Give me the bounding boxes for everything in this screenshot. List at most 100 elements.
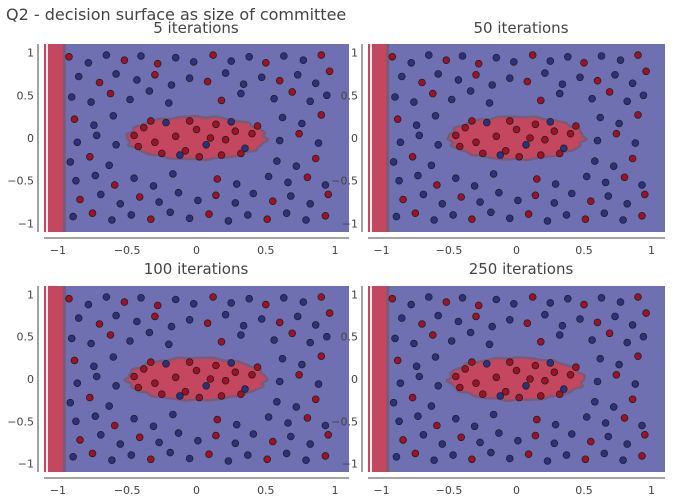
scatter-point bbox=[638, 452, 646, 460]
scatter-points bbox=[65, 293, 334, 465]
scatter-point bbox=[597, 52, 606, 60]
scatter-point bbox=[133, 76, 141, 84]
scatter-point bbox=[239, 321, 248, 330]
figure-title: Q2 - decision surface as size of committ… bbox=[6, 5, 346, 24]
scatter-point bbox=[586, 197, 595, 206]
scatter-point bbox=[311, 395, 320, 404]
scatter-point bbox=[185, 117, 194, 125]
subplot-title: 5 iterations bbox=[153, 19, 239, 37]
scatter-point bbox=[102, 51, 111, 59]
scatter-point bbox=[102, 293, 111, 301]
scatter-point bbox=[74, 314, 83, 322]
scatter-point bbox=[615, 119, 623, 128]
scatter-point bbox=[415, 131, 424, 140]
scatter-point bbox=[286, 192, 295, 200]
scatter-point bbox=[166, 448, 175, 457]
scatter-point bbox=[389, 158, 398, 166]
x-tick-label: 1 bbox=[648, 484, 655, 497]
scatter-point bbox=[407, 300, 416, 309]
scatter-point bbox=[206, 134, 215, 142]
scatter-point bbox=[87, 98, 95, 106]
scatter-point bbox=[217, 96, 226, 105]
scatter-point bbox=[523, 77, 532, 86]
x-tick-label: −0.5 bbox=[436, 484, 463, 497]
scatter-point bbox=[205, 210, 213, 218]
scatter-point bbox=[69, 212, 77, 221]
scatter-point bbox=[567, 430, 576, 438]
scatter-point bbox=[512, 366, 521, 375]
scatter-point bbox=[468, 215, 476, 224]
scatter-point bbox=[288, 329, 297, 338]
y-tick-label: −1 bbox=[342, 217, 358, 230]
scatter-point bbox=[628, 395, 637, 404]
scatter-point bbox=[611, 71, 619, 79]
scatter-point bbox=[555, 89, 564, 98]
scatter-point bbox=[430, 216, 438, 224]
scatter-point bbox=[526, 134, 534, 142]
scatter-point bbox=[112, 311, 120, 320]
scatter-point bbox=[492, 132, 501, 141]
x-tick-label: −0.5 bbox=[114, 244, 141, 257]
scatter-point bbox=[536, 392, 545, 400]
x-tick-label: −0.5 bbox=[114, 484, 141, 497]
scatter-point bbox=[147, 215, 155, 224]
scatter-point bbox=[412, 121, 421, 129]
scatter-point bbox=[133, 317, 141, 326]
scatter-point bbox=[241, 144, 249, 153]
scatter-point bbox=[298, 119, 306, 128]
scatter-point bbox=[321, 452, 330, 460]
scatter-point bbox=[185, 358, 194, 366]
scatter-point bbox=[110, 421, 119, 430]
scatter-point bbox=[151, 71, 159, 79]
x-tick-label: 1 bbox=[648, 244, 655, 257]
scatter-point bbox=[257, 315, 266, 323]
scatter-point bbox=[237, 390, 245, 399]
scatter-point bbox=[582, 172, 591, 181]
scatter-point bbox=[634, 51, 642, 59]
scatter-point bbox=[153, 301, 162, 310]
scatter-point bbox=[623, 338, 631, 347]
scatter-point bbox=[559, 385, 568, 393]
scatter-point bbox=[227, 118, 236, 126]
scatter-point bbox=[264, 172, 273, 181]
scatter-point bbox=[231, 439, 240, 448]
scatter-point bbox=[65, 294, 73, 303]
scatter-point bbox=[550, 127, 559, 135]
scatter-point bbox=[616, 56, 625, 64]
scatter-point bbox=[478, 390, 487, 399]
scatter-point bbox=[237, 89, 245, 98]
scatter-point bbox=[451, 174, 460, 183]
scatter-point bbox=[306, 338, 315, 347]
x-tick-label: 0.5 bbox=[257, 484, 275, 497]
scatter-point bbox=[169, 410, 177, 419]
scatter-point bbox=[505, 454, 514, 463]
subplot-3: 1 0.5 0 −0.5 −1 −1 −0.5 0 0.5 1 100 iterations bbox=[7, 260, 349, 497]
scatter-point bbox=[528, 51, 537, 59]
scatter-point bbox=[605, 329, 614, 338]
strip-edge bbox=[46, 286, 48, 472]
scatter-point bbox=[88, 449, 97, 458]
scatter-point bbox=[311, 154, 320, 163]
scatter-point bbox=[536, 151, 545, 159]
scatter-point bbox=[302, 216, 310, 224]
y-tick-label: −1 bbox=[18, 458, 34, 471]
scatter-point bbox=[317, 293, 326, 301]
scatter-point bbox=[442, 298, 451, 306]
y-tick-label: 1 bbox=[27, 47, 34, 60]
y-tick-label: 0.5 bbox=[17, 331, 35, 344]
scatter-point bbox=[526, 375, 534, 383]
scatter-point bbox=[194, 196, 202, 205]
scatter-point bbox=[185, 214, 194, 223]
scatter-point bbox=[185, 74, 194, 82]
x-tick-label: −1 bbox=[50, 244, 66, 257]
scatter-point bbox=[66, 158, 75, 166]
scatter-point bbox=[601, 419, 610, 427]
scatter-point bbox=[588, 336, 596, 344]
scatter-point bbox=[612, 129, 621, 138]
scatter-point bbox=[531, 120, 540, 129]
scatter-point bbox=[505, 117, 514, 125]
scatter-point bbox=[70, 356, 79, 365]
scatter-point bbox=[185, 315, 194, 324]
scatter-point bbox=[505, 74, 514, 82]
scatter-point bbox=[541, 376, 549, 385]
